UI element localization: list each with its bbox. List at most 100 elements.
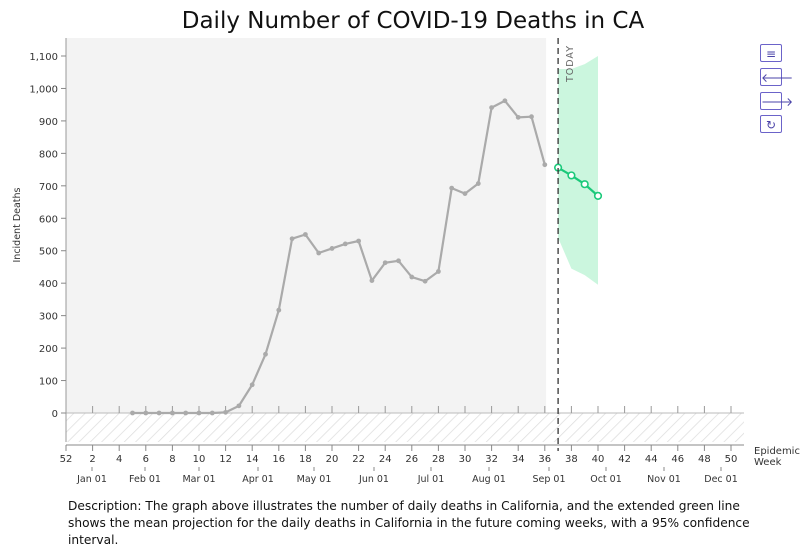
observed-point [130,410,135,416]
observed-point [515,114,521,120]
month-tick-label: Nov 01 [647,474,681,485]
observed-point [303,232,308,237]
observed-point [462,191,468,197]
forecast-line [557,166,599,197]
history-region [66,38,547,413]
week-tick-label: 50 [725,454,738,465]
week-tick-label: 4 [116,454,122,465]
confidence-interval-area [558,56,598,285]
month-tick-label: Jan 01 [76,474,107,485]
y-tick-label: 400 [39,279,58,290]
month-tick-label: Jun 01 [358,474,389,485]
observed-point [382,260,388,266]
observed-point [170,410,175,416]
week-tick-label: 16 [272,454,285,465]
observed-point [529,114,534,120]
month-tick-label: Jul 01 [417,474,445,485]
observed-point [276,307,282,313]
week-tick-label: 34 [512,454,525,465]
week-tick-label: 8 [169,454,175,465]
observed-point [223,409,229,415]
observed-point [489,105,494,111]
observed-point [196,410,202,416]
observed-point [289,236,295,242]
month-tick-label: Aug 01 [472,474,506,485]
week-tick-label: 38 [565,454,578,465]
month-tick-label: Feb 01 [129,474,161,485]
week-tick-label: 6 [143,454,149,465]
y-tick-label: 800 [39,149,58,160]
observed-point [356,238,361,244]
week-tick-label: 10 [193,454,206,465]
negative-hatch-region [66,413,744,442]
y-axis: 0 100 200 300 400 500 600 700 800 900 1,000 1,100 [29,52,66,420]
observed-point [502,98,508,104]
month-tick-label: May 01 [297,474,332,485]
week-tick-label: 12 [219,454,232,465]
week-tick-label: 26 [405,454,418,465]
week-tick-label: 18 [299,454,312,465]
week-tick-label: 28 [432,454,445,465]
observed-point [396,258,401,264]
week-tick-label: 36 [538,454,551,465]
week-tick-label: 24 [379,454,392,465]
series-layer: TODAY [130,38,603,451]
chart-title: Daily Number of COVID-19 Deaths in CA [181,8,645,34]
y-tick-label: 100 [39,377,58,388]
menu-icon[interactable]: ≡ [760,44,782,62]
observed-point [209,410,215,416]
week-tick-label: 20 [326,454,339,465]
x-axis-label-line1: Epidemic [754,446,800,457]
observed-point [316,250,322,256]
plot-background [65,38,744,442]
week-tick-label: 48 [698,454,711,465]
x-axis: 52 2 4 6 8 10 12 14 16 18 20 22 24 26 28 30 32 34 36 38 40 42… [60,406,744,485]
month-tick-label: Sep 01 [532,474,565,485]
y-tick-label: 300 [39,312,58,323]
y-tick-label: 900 [39,117,58,128]
month-tick-label: Oct 01 [590,474,622,485]
week-tick-label: 32 [485,454,498,465]
month-tick-label: Apr 01 [242,474,274,485]
y-tick-label: 600 [39,214,58,225]
week-tick-label: 22 [352,454,365,465]
y-tick-label: 700 [39,182,58,193]
observed-point [143,410,149,416]
week-tick-label: 14 [246,454,259,465]
observed-point [436,269,441,274]
week-tick-label: 2 [89,454,95,465]
week-tick-label: 30 [459,454,472,465]
week-tick-label: 44 [645,454,658,465]
observed-point [409,274,415,280]
observed-point [369,278,375,283]
observed-point [156,410,162,416]
observed-point [263,351,268,357]
y-tick-label: 200 [39,344,58,355]
observed-point [183,410,189,416]
today-label: TODAY [565,45,576,83]
y-tick-label: 500 [39,247,58,258]
forecast-point [593,191,603,200]
month-tick-label: Mar 01 [182,474,215,485]
observed-point [475,181,481,186]
month-tick-label: Dec 01 [704,474,738,485]
week-tick-label: 40 [592,454,605,465]
observed-point [342,241,348,247]
arrow-left-icon[interactable]: 🡐 [760,68,793,86]
observed-point [449,185,455,191]
observed-point [329,246,335,251]
week-tick-label: 46 [671,454,684,465]
y-tick-label: 1,100 [29,52,58,63]
refresh-icon[interactable]: ↻ [760,115,782,133]
y-axis-label: Incident Deaths [12,187,23,262]
observed-point [542,162,548,168]
forecast-point [567,171,576,180]
chart-description: Description: The graph above illustrates… [68,499,750,547]
arrow-right-icon[interactable]: 🡒 [760,92,793,110]
week-tick-label: 52 [60,454,73,465]
observed-point [249,382,255,388]
x-axis-label-line2: Week [754,457,782,468]
observed-point [236,403,242,409]
